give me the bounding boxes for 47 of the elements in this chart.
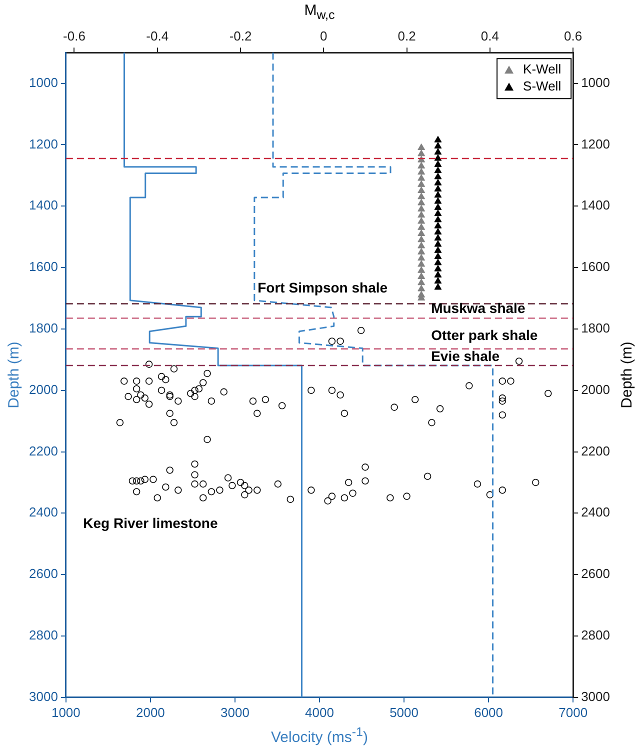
y2-tick-label: 1000 bbox=[581, 74, 610, 90]
x-tick-label: 5000 bbox=[390, 704, 418, 720]
y-tick-label: 2800 bbox=[29, 628, 58, 643]
y2-tick-label: 1400 bbox=[581, 198, 610, 213]
annotation: Otter park shale bbox=[431, 327, 538, 344]
y-tick-label: 1800 bbox=[29, 320, 58, 336]
legend-label: S-Well bbox=[523, 78, 562, 94]
y2-tick-label: 1600 bbox=[581, 259, 610, 274]
x-axis-title: Velocity (ms$^{-1}$) bbox=[271, 725, 368, 746]
annotation: Muskwa shale bbox=[431, 300, 526, 316]
x2-axis-title: M$_{w,c}$ bbox=[304, 2, 335, 22]
y2-tick-label: 2200 bbox=[581, 443, 610, 458]
y2-tick-label: 1200 bbox=[581, 136, 610, 152]
y-tick-label: 1400 bbox=[29, 198, 58, 213]
y-tick-label: 2600 bbox=[29, 566, 58, 582]
annotation: Evie shale bbox=[431, 348, 500, 364]
x-tick-label: 6000 bbox=[474, 704, 504, 720]
legend-label: K-Well bbox=[523, 62, 562, 77]
y-tick-label: 2200 bbox=[29, 443, 58, 458]
x-tick-label: 7000 bbox=[558, 704, 588, 720]
y-tick-label: 2000 bbox=[29, 382, 58, 397]
y2-tick-label: 2800 bbox=[581, 628, 610, 643]
annotation: Fort Simpson shale bbox=[258, 279, 388, 296]
x-tick-label: 2000 bbox=[136, 704, 165, 720]
x-tick-label: 3000 bbox=[220, 704, 250, 720]
y2-tick-label: 3000 bbox=[581, 688, 610, 704]
y-tick-label: 1000 bbox=[29, 74, 58, 90]
x2-tick-label: -0.2 bbox=[229, 28, 252, 44]
y-tick-label: 2400 bbox=[29, 504, 58, 520]
x2-tick-label: 0.2 bbox=[398, 28, 416, 44]
y2-tick-label: 2000 bbox=[581, 382, 610, 397]
y-tick-label: 1200 bbox=[29, 136, 58, 152]
x2-tick-label: -0.4 bbox=[146, 28, 169, 44]
x2-tick-label: 0.4 bbox=[480, 28, 499, 44]
y2-tick-label: 1800 bbox=[581, 320, 610, 336]
y-axis-title: Depth (m) bbox=[6, 342, 22, 408]
x-tick-label: 1000 bbox=[51, 704, 80, 720]
x2-tick-label: 0 bbox=[320, 28, 328, 44]
x2-tick-label: -0.6 bbox=[63, 28, 86, 44]
y2-tick-label: 2400 bbox=[581, 504, 610, 520]
y2-axis-title: Depth (m) bbox=[618, 342, 636, 408]
y-tick-label: 3000 bbox=[29, 688, 58, 704]
annotation: Keg River limestone bbox=[83, 514, 218, 531]
x2-tick-label: 0.6 bbox=[564, 28, 582, 44]
y2-tick-label: 2600 bbox=[581, 566, 610, 582]
x-tick-label: 4000 bbox=[305, 704, 334, 720]
y-tick-label: 1600 bbox=[29, 259, 58, 274]
